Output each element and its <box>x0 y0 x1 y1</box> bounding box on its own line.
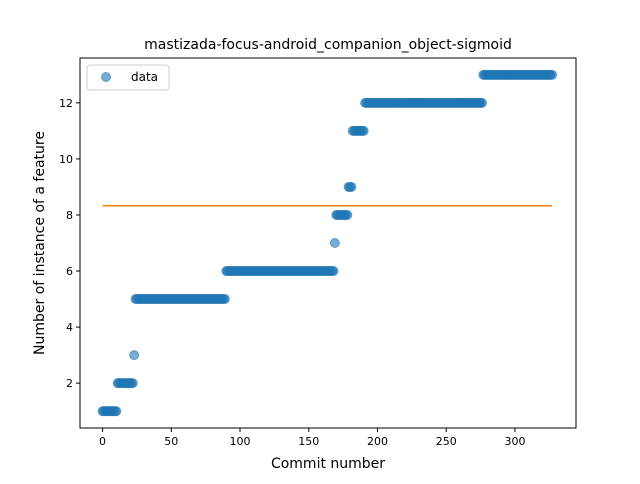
data-point <box>328 266 339 277</box>
data-point <box>476 97 487 108</box>
y-tick-label: 6 <box>66 265 73 278</box>
x-tick-label: 250 <box>436 435 457 448</box>
data-point <box>219 294 230 305</box>
x-tick-label: 100 <box>230 435 251 448</box>
legend-label-data: data <box>131 70 158 84</box>
x-axis-label: Commit number <box>271 456 385 472</box>
y-tick-label: 2 <box>66 377 73 390</box>
y-tick-label: 12 <box>59 97 73 110</box>
data-points <box>97 69 558 417</box>
data-point <box>346 181 357 192</box>
x-tick-label: 50 <box>164 435 178 448</box>
y-tick-label: 10 <box>59 153 73 166</box>
x-tick-label: 200 <box>367 435 388 448</box>
legend-box <box>86 64 170 91</box>
legend-marker-data <box>101 72 111 82</box>
data-point <box>547 69 558 80</box>
data-point <box>127 378 138 389</box>
y-tick-label: 4 <box>66 321 73 334</box>
data-point <box>329 238 340 248</box>
data-point <box>342 209 353 220</box>
data-point <box>358 125 369 136</box>
data-point <box>111 406 122 417</box>
x-tick-label: 150 <box>298 435 319 448</box>
y-tick-label: 8 <box>66 209 73 222</box>
data-point <box>129 350 140 361</box>
y-axis-label: Number of instance of a feature <box>32 131 48 355</box>
x-axis-ticks: 0 50 100 150 200 250 300 <box>99 428 525 448</box>
x-tick-label: 300 <box>504 435 525 448</box>
legend: data <box>86 64 170 91</box>
x-tick-label: 0 <box>99 435 106 448</box>
plot-frame <box>79 57 577 429</box>
chart-title: mastizada-focus-android_companion_object… <box>144 37 512 53</box>
y-axis-ticks: 2 4 6 8 10 12 <box>59 97 80 390</box>
